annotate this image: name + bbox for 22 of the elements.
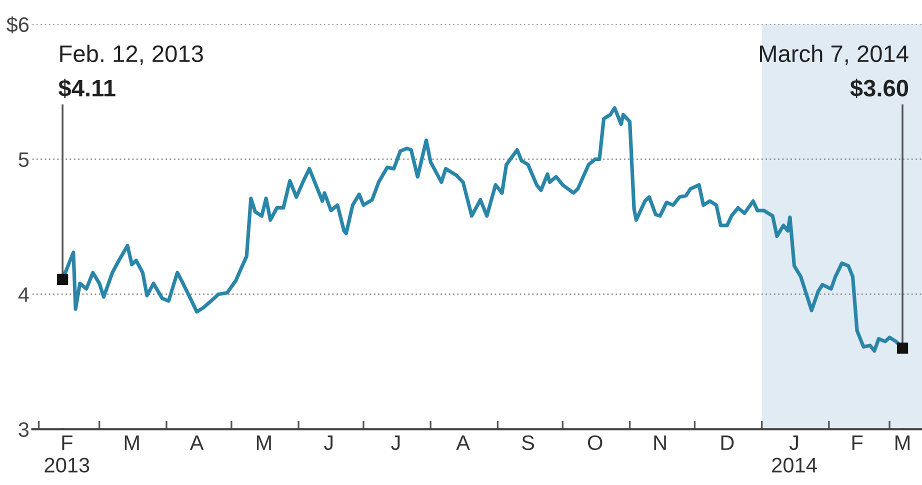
x-tick-label: M bbox=[124, 436, 139, 450]
x-tick-label: M bbox=[896, 436, 910, 450]
x-tick-label: A bbox=[190, 436, 204, 450]
x-tick-label: O bbox=[588, 435, 602, 450]
annotation: Feb. 12, 2013 bbox=[60, 44, 203, 65]
x-tick-label: S bbox=[522, 435, 534, 450]
x-tick-label: J bbox=[391, 436, 400, 450]
x-tick-label: M bbox=[256, 436, 271, 450]
annotation: March 7, 2014 bbox=[760, 44, 908, 65]
x-tick-label: D bbox=[721, 436, 734, 450]
annotation: $3.60 bbox=[850, 78, 908, 98]
x-tick-label: J bbox=[324, 436, 333, 450]
y-tick-label: 5 bbox=[18, 152, 29, 167]
annotation: $4.11 bbox=[58, 78, 116, 98]
y-tick-label: 3 bbox=[18, 422, 29, 437]
x-tick-label: F 2013 bbox=[44, 436, 90, 473]
x-tick-label: A bbox=[456, 436, 470, 450]
y-tick-label: $6 bbox=[6, 16, 29, 34]
x-tick-label: J 2014 bbox=[772, 436, 817, 473]
y-tick-label: 4 bbox=[18, 287, 29, 302]
x-tick-label: N bbox=[654, 436, 666, 450]
x-tick-label: F bbox=[852, 436, 863, 450]
